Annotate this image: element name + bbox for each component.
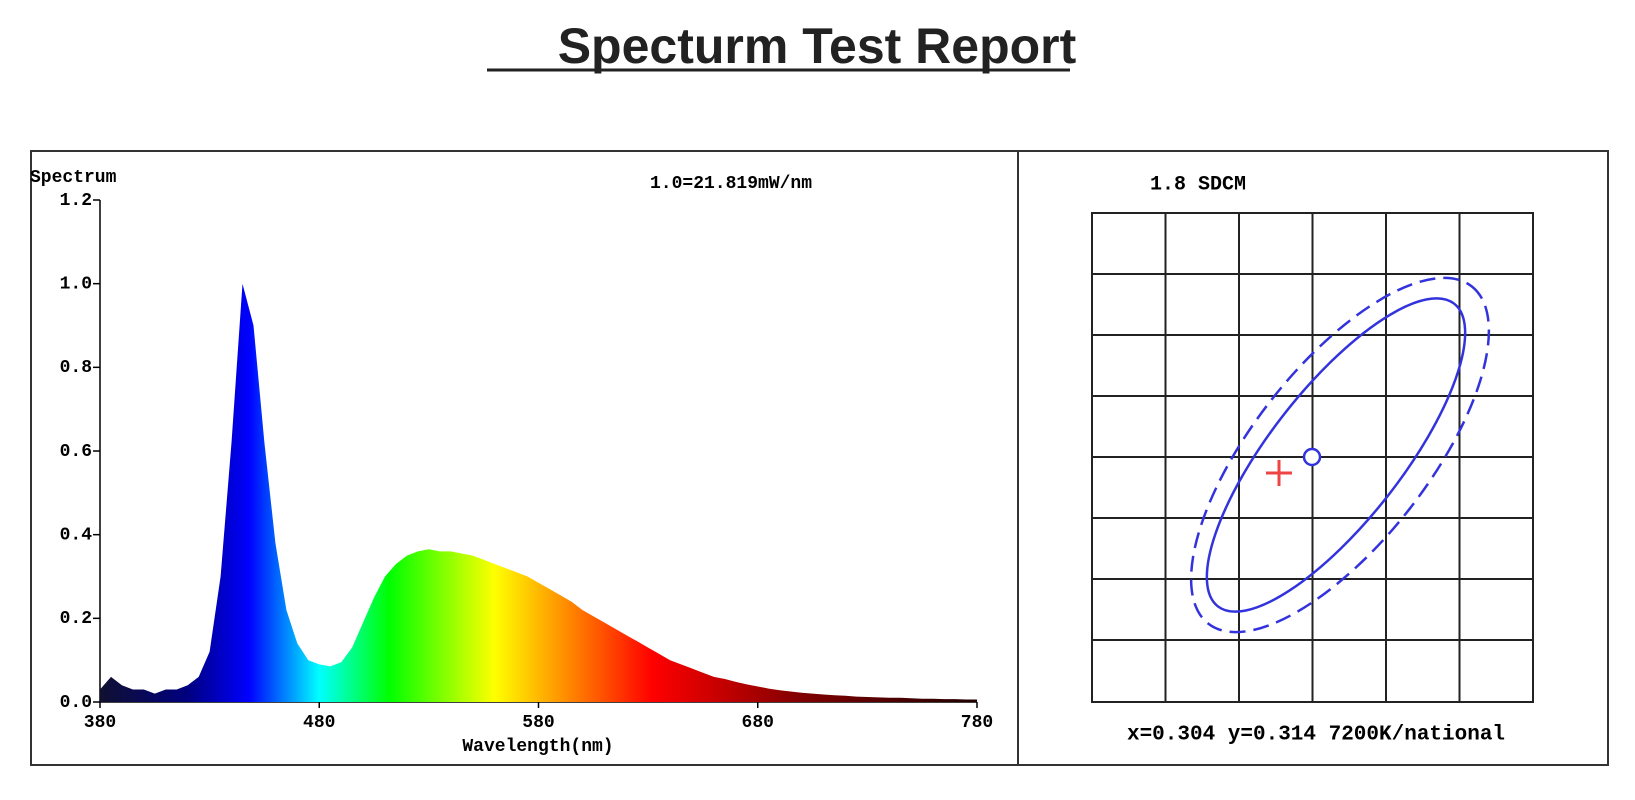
spectrum-plot: 0.0 0.2 0.4 0.6 0.8 1.0 1.2 380 480 580 680 780 bbox=[60, 191, 994, 733]
chromaticity-panel: 1.8 SDCM x=0.304 y=0.314 7200K/national bbox=[1091, 173, 1534, 747]
x-tick-label: 380 bbox=[84, 713, 116, 733]
y-axis-label: Spectrum bbox=[30, 168, 117, 188]
y-tick-label: 0.6 bbox=[60, 442, 92, 462]
frame bbox=[30, 150, 1609, 766]
y-tick-label: 0.0 bbox=[60, 693, 92, 713]
x-tick-label: 480 bbox=[303, 713, 335, 733]
x-tick-label: 680 bbox=[742, 713, 774, 733]
measured-point bbox=[1266, 460, 1292, 486]
y-tick-label: 0.2 bbox=[60, 609, 92, 629]
spectrum-area bbox=[100, 283, 977, 702]
y-tick-label: 1.2 bbox=[60, 191, 92, 211]
x-axis-label: Wavelength(nm) bbox=[462, 737, 613, 757]
x-tick-label: 580 bbox=[522, 713, 554, 733]
y-tick-label: 0.4 bbox=[60, 525, 93, 545]
annotation: 1.0=21.819mW/nm bbox=[650, 174, 812, 194]
target-point bbox=[1302, 447, 1322, 467]
y-tick-label: 0.8 bbox=[60, 358, 92, 378]
sdcm-label: 1.8 SDCM bbox=[1150, 173, 1246, 196]
y-tick-label: 1.0 bbox=[60, 274, 92, 294]
sdcm-ellipse bbox=[1205, 297, 1467, 613]
coordinates-label: x=0.304 y=0.314 7200K/national bbox=[1127, 724, 1505, 747]
report-title: Specturm Test Report bbox=[558, 18, 1077, 74]
x-tick-label: 780 bbox=[961, 713, 993, 733]
tolerance-ellipse bbox=[1189, 276, 1491, 634]
